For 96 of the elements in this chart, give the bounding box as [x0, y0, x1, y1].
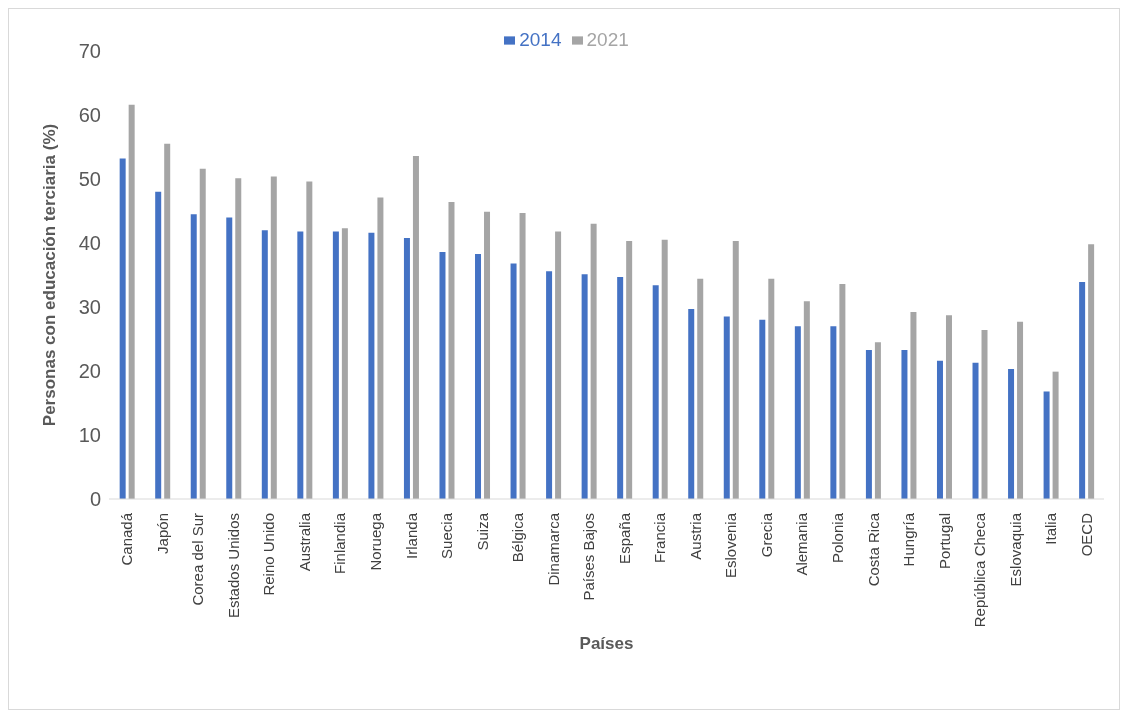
- bar: [697, 278, 704, 499]
- bar: [768, 278, 775, 499]
- bar: [830, 326, 837, 499]
- bar: [732, 241, 739, 499]
- bar: [270, 176, 277, 499]
- y-axis-title: Personas con educación terciaria (%): [40, 123, 60, 427]
- x-axis-title: Países: [579, 634, 634, 653]
- bar: [510, 263, 517, 499]
- bar: [981, 330, 988, 499]
- x-tick-label: Suiza: [473, 512, 491, 551]
- bar: [235, 178, 242, 499]
- bar: [448, 202, 455, 499]
- bar: [332, 231, 339, 499]
- x-tick-label: Portugal: [935, 513, 953, 569]
- bar: [1043, 391, 1050, 499]
- x-tick-label: Suecia: [438, 512, 456, 559]
- y-tick-label: 50: [78, 168, 101, 191]
- bar: [1008, 369, 1015, 499]
- bar: [555, 231, 562, 499]
- bar: [972, 362, 979, 499]
- bar: [164, 143, 171, 499]
- bar: [484, 211, 491, 499]
- bar: [723, 316, 730, 499]
- x-tick-label: Japón: [153, 513, 171, 554]
- x-tick-label: Eslovenia: [722, 512, 740, 579]
- y-tick-label: 60: [78, 104, 101, 127]
- bar: [865, 349, 872, 499]
- bar: [475, 253, 482, 499]
- bar: [403, 237, 410, 499]
- x-tick-label: OECD: [1077, 512, 1095, 557]
- bar: [910, 312, 917, 499]
- y-tick-label: 40: [78, 232, 101, 255]
- x-tick-label: Corea del Sur: [189, 513, 207, 606]
- x-tick-label: Países Bajos: [580, 513, 598, 601]
- x-tick-label: Eslovaquia: [1006, 512, 1024, 587]
- bar: [652, 285, 659, 499]
- y-tick-label: 10: [78, 424, 101, 447]
- bar: [1017, 321, 1024, 499]
- bar: [439, 251, 446, 499]
- bar: [1052, 371, 1059, 499]
- bar: [546, 271, 553, 499]
- x-tick-label: España: [615, 512, 633, 564]
- x-tick-label: Hungría: [900, 512, 918, 567]
- bar: [945, 315, 952, 499]
- bar: [190, 214, 197, 499]
- bar: [306, 181, 313, 499]
- x-tick-label: Austria: [686, 512, 704, 560]
- y-tick-label: 70: [78, 40, 101, 63]
- x-tick-label: Italia: [1042, 512, 1060, 545]
- bar: [617, 276, 624, 499]
- bar: [519, 212, 526, 499]
- bar: [590, 223, 597, 499]
- bar: [936, 360, 943, 499]
- legend-label: 2014: [519, 29, 562, 50]
- bar: [119, 158, 126, 499]
- bar: [661, 239, 668, 499]
- bar: [688, 308, 695, 499]
- y-tick-label: 0: [89, 488, 101, 511]
- x-tick-label: Dinamarca: [544, 512, 562, 586]
- bar: [368, 232, 375, 499]
- bar: [803, 301, 810, 499]
- bar: [1088, 244, 1095, 499]
- x-tick-label: Finlandia: [331, 512, 349, 574]
- x-tick-label: Alemania: [793, 512, 811, 576]
- bar: [901, 349, 908, 499]
- bar: [261, 230, 268, 499]
- bar: [377, 197, 384, 499]
- bar: [199, 168, 206, 499]
- x-tick-label: Reino Unido: [260, 513, 278, 596]
- x-tick-label: Polonia: [828, 512, 846, 564]
- x-tick-label: Irlanda: [402, 512, 420, 559]
- bar: [341, 228, 348, 499]
- x-tick-label: Costa Rica: [864, 512, 882, 587]
- x-tick-label: Grecia: [757, 512, 775, 558]
- x-tick-label: Noruega: [367, 512, 385, 571]
- bar: [759, 319, 766, 499]
- x-tick-label: Australia: [295, 512, 313, 572]
- bar: [1079, 282, 1086, 499]
- bar: [581, 274, 588, 499]
- legend-label: 2021: [586, 29, 629, 50]
- x-tick-label: Estados Unidos: [224, 513, 242, 619]
- x-tick-label: República Checa: [971, 512, 989, 628]
- bar: [626, 241, 633, 499]
- x-tick-label: Canadá: [118, 512, 136, 566]
- bar: [794, 326, 801, 499]
- x-tick-label: Bélgica: [509, 512, 527, 563]
- bar: [839, 283, 846, 499]
- bar: [155, 191, 162, 499]
- bar: [226, 217, 233, 499]
- x-tick-label: Francia: [651, 512, 669, 564]
- bar: [297, 231, 304, 499]
- y-tick-label: 30: [78, 296, 101, 319]
- bar: [874, 342, 881, 499]
- y-tick-label: 20: [78, 360, 101, 383]
- bar: [412, 155, 419, 499]
- bar: [128, 104, 135, 499]
